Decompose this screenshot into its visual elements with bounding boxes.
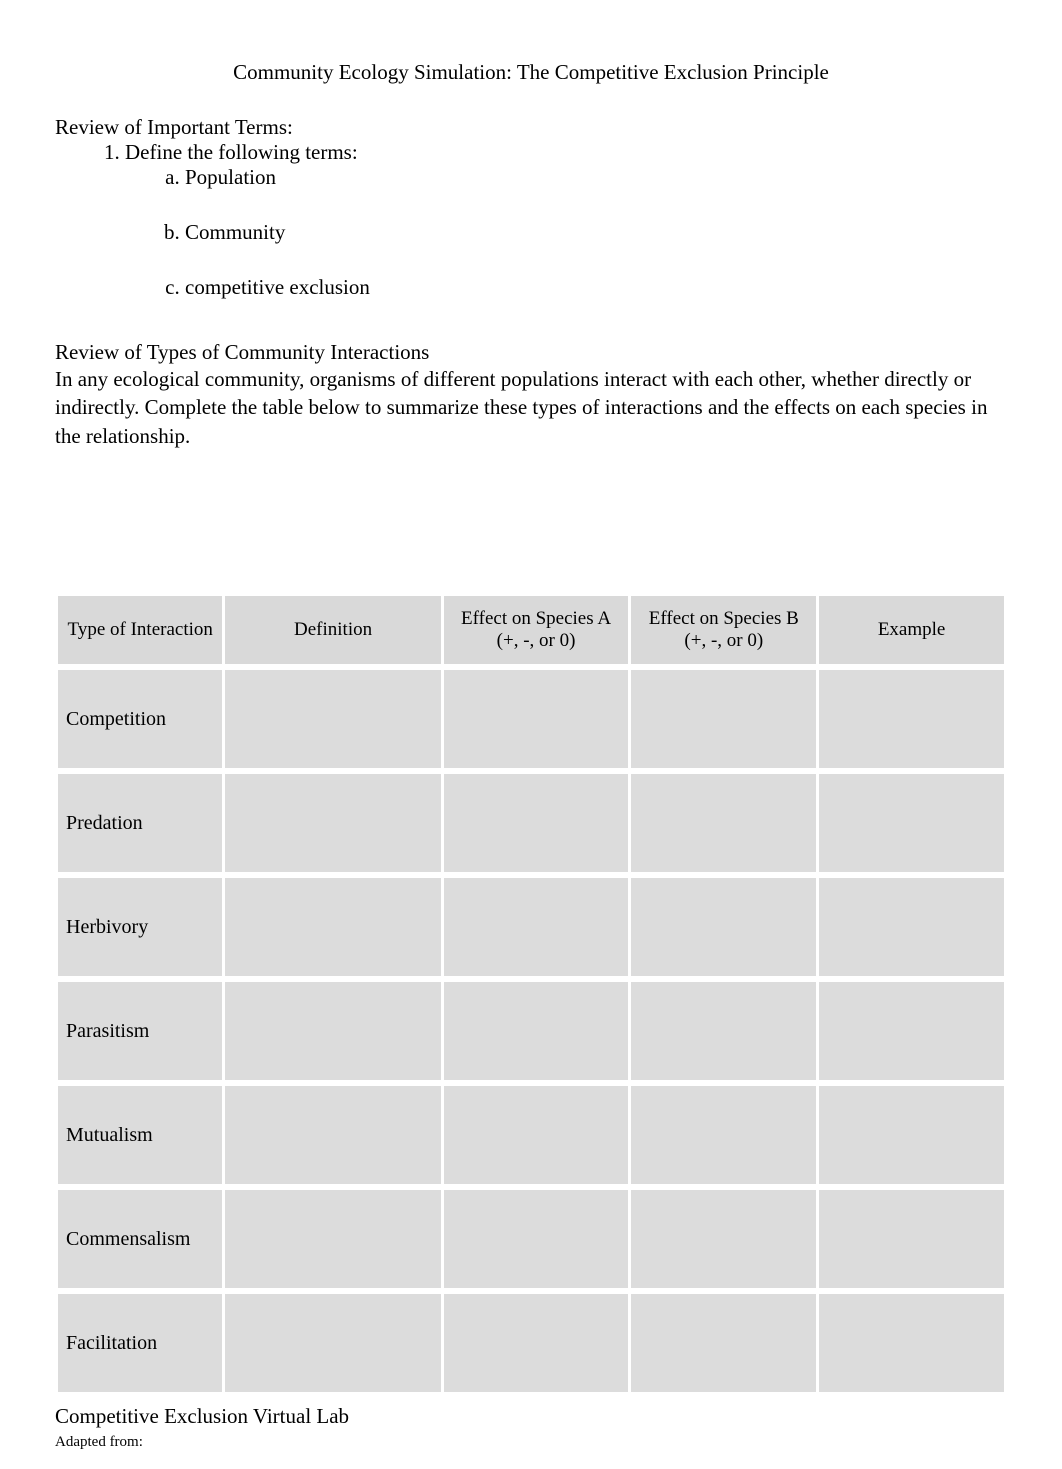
cell-example[interactable] xyxy=(819,878,1004,976)
cell-example[interactable] xyxy=(819,1086,1004,1184)
spacer xyxy=(55,450,1007,590)
header-type: Type of Interaction xyxy=(58,596,222,664)
header-effect-a-line1: Effect on Species A xyxy=(461,608,611,629)
table-row: Predation xyxy=(58,774,1004,872)
row-label: Competition xyxy=(58,670,222,768)
term-b-label: Community xyxy=(185,220,285,244)
cell-effect-b[interactable] xyxy=(631,1190,816,1288)
cell-example[interactable] xyxy=(819,670,1004,768)
cell-definition[interactable] xyxy=(225,670,440,768)
cell-effect-b[interactable] xyxy=(631,1086,816,1184)
header-definition: Definition xyxy=(225,596,440,664)
cell-example[interactable] xyxy=(819,1294,1004,1392)
table-row: Commensalism xyxy=(58,1190,1004,1288)
row-label: Herbivory xyxy=(58,878,222,976)
review-terms-heading: Review of Important Terms: xyxy=(55,115,1007,140)
alpha-list: Population Community competitive exclusi… xyxy=(125,165,1007,300)
cell-example[interactable] xyxy=(819,774,1004,872)
define-prompt: Define the following terms: xyxy=(125,140,358,164)
header-effect-b: Effect on Species B (+, -, or 0) xyxy=(631,596,816,664)
cell-definition[interactable] xyxy=(225,1294,440,1392)
spacer xyxy=(55,300,1007,340)
cell-effect-a[interactable] xyxy=(444,982,629,1080)
cell-effect-b[interactable] xyxy=(631,1294,816,1392)
adapted-from: Adapted from: xyxy=(55,1434,143,1451)
term-c: competitive exclusion xyxy=(185,275,1007,300)
header-effect-a-line2: (+, -, or 0) xyxy=(497,630,576,651)
cell-definition[interactable] xyxy=(225,1190,440,1288)
cell-effect-b[interactable] xyxy=(631,774,816,872)
virtual-lab-heading: Competitive Exclusion Virtual Lab xyxy=(55,1404,1007,1429)
cell-example[interactable] xyxy=(819,1190,1004,1288)
row-label: Predation xyxy=(58,774,222,872)
interactions-intro: In any ecological community, organisms o… xyxy=(55,365,1007,450)
header-effect-b-line2: (+, -, or 0) xyxy=(684,630,763,651)
cell-effect-b[interactable] xyxy=(631,878,816,976)
table-header-row: Type of Interaction Definition Effect on… xyxy=(58,596,1004,664)
header-example: Example xyxy=(819,596,1004,664)
review-interactions-heading: Review of Types of Community Interaction… xyxy=(55,340,1007,365)
row-label: Mutualism xyxy=(58,1086,222,1184)
cell-effect-a[interactable] xyxy=(444,1294,629,1392)
cell-definition[interactable] xyxy=(225,1086,440,1184)
interactions-table: Type of Interaction Definition Effect on… xyxy=(55,590,1007,1398)
cell-effect-a[interactable] xyxy=(444,878,629,976)
row-label: Facilitation xyxy=(58,1294,222,1392)
term-a: Population xyxy=(185,165,1007,190)
term-b: Community xyxy=(185,220,1007,245)
table-row: Herbivory xyxy=(58,878,1004,976)
page: Community Ecology Simulation: The Compet… xyxy=(0,0,1062,1469)
header-effect-a: Effect on Species A (+, -, or 0) xyxy=(444,596,629,664)
document-title: Community Ecology Simulation: The Compet… xyxy=(55,60,1007,85)
row-label: Commensalism xyxy=(58,1190,222,1288)
term-a-label: Population xyxy=(185,165,276,189)
cell-effect-b[interactable] xyxy=(631,670,816,768)
cell-effect-a[interactable] xyxy=(444,774,629,872)
cell-definition[interactable] xyxy=(225,982,440,1080)
cell-definition[interactable] xyxy=(225,774,440,872)
term-c-label: competitive exclusion xyxy=(185,275,370,299)
cell-effect-a[interactable] xyxy=(444,1190,629,1288)
numbered-list: Define the following terms: Population C… xyxy=(55,140,1007,300)
table-row: Mutualism xyxy=(58,1086,1004,1184)
row-label: Parasitism xyxy=(58,982,222,1080)
header-effect-b-line1: Effect on Species B xyxy=(649,608,799,629)
list-item-define: Define the following terms: Population C… xyxy=(125,140,1007,300)
table-row: Facilitation xyxy=(58,1294,1004,1392)
table-body: Competition Predation Herbivory xyxy=(58,670,1004,1392)
cell-effect-a[interactable] xyxy=(444,1086,629,1184)
cell-definition[interactable] xyxy=(225,878,440,976)
cell-example[interactable] xyxy=(819,982,1004,1080)
cell-effect-a[interactable] xyxy=(444,670,629,768)
table-row: Parasitism xyxy=(58,982,1004,1080)
cell-effect-b[interactable] xyxy=(631,982,816,1080)
table-row: Competition xyxy=(58,670,1004,768)
